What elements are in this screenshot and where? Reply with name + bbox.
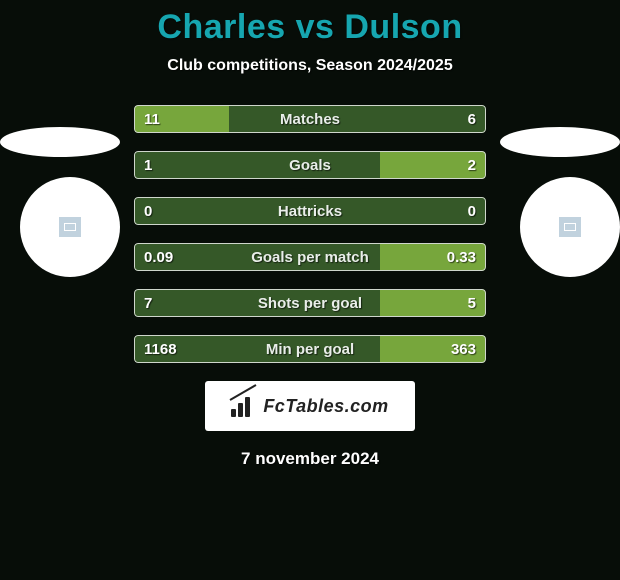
stat-row: 7Shots per goal5: [134, 289, 486, 317]
player-badge-right: [520, 177, 620, 277]
stat-row: 1168Min per goal363: [134, 335, 486, 363]
stat-row: 0.09Goals per match0.33: [134, 243, 486, 271]
ellipse-icon: [500, 127, 620, 157]
placeholder-icon: [559, 217, 581, 237]
bar-spark-icon: [231, 395, 257, 417]
left-player-graphic: [0, 127, 120, 277]
title-left: Charles: [157, 8, 285, 46]
stat-label: Goals: [134, 151, 486, 179]
stat-right-value: 0.33: [447, 243, 476, 271]
date-label: 7 november 2024: [0, 449, 620, 469]
stat-label: Matches: [134, 105, 486, 133]
stat-label: Shots per goal: [134, 289, 486, 317]
stat-right-value: 0: [468, 197, 476, 225]
player-badge-left: [20, 177, 120, 277]
stat-label: Min per goal: [134, 335, 486, 363]
title-right: Dulson: [344, 8, 462, 46]
stat-right-value: 2: [468, 151, 476, 179]
ellipse-icon: [0, 127, 120, 157]
comparison-area: 11Matches6 1Goals2 0Hattricks0 0.09Goals pe…: [0, 105, 620, 363]
stat-row: 11Matches6: [134, 105, 486, 133]
stat-row: 1Goals2: [134, 151, 486, 179]
stat-row: 0Hattricks0: [134, 197, 486, 225]
stat-right-value: 5: [468, 289, 476, 317]
brand-logo: FcTables.com: [205, 381, 415, 431]
right-player-graphic: [500, 127, 620, 277]
stat-label: Hattricks: [134, 197, 486, 225]
stat-label: Goals per match: [134, 243, 486, 271]
placeholder-icon: [59, 217, 81, 237]
stat-right-value: 6: [468, 105, 476, 133]
brand-text: FcTables.com: [263, 396, 388, 417]
subtitle: Club competitions, Season 2024/2025: [0, 57, 620, 75]
stat-bars: 11Matches6 1Goals2 0Hattricks0 0.09Goals pe…: [134, 105, 486, 363]
page-title: Charles vs Dulson: [0, 0, 620, 47]
stat-right-value: 363: [451, 335, 476, 363]
title-vs: vs: [296, 8, 335, 46]
